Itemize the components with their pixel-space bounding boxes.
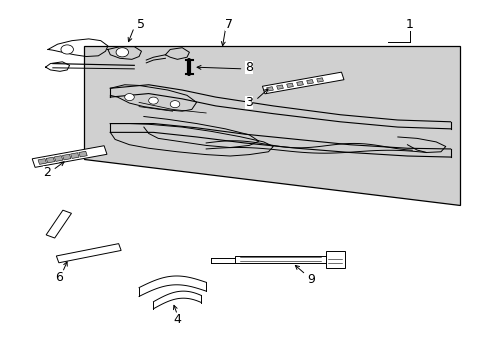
FancyBboxPatch shape: [325, 251, 345, 268]
Polygon shape: [32, 146, 107, 167]
Polygon shape: [306, 80, 313, 84]
Polygon shape: [46, 210, 71, 238]
Polygon shape: [316, 78, 323, 82]
Polygon shape: [46, 157, 55, 163]
Polygon shape: [38, 159, 46, 165]
Polygon shape: [296, 81, 303, 86]
Polygon shape: [266, 87, 273, 91]
Text: 5: 5: [136, 18, 144, 31]
Text: 9: 9: [307, 273, 315, 286]
FancyBboxPatch shape: [234, 256, 330, 262]
Circle shape: [124, 94, 134, 101]
Polygon shape: [70, 153, 79, 158]
Text: 2: 2: [43, 166, 51, 179]
Circle shape: [116, 48, 128, 57]
Polygon shape: [79, 151, 87, 157]
Polygon shape: [56, 244, 121, 263]
Polygon shape: [286, 83, 293, 87]
Text: 1: 1: [405, 18, 413, 31]
Text: 7: 7: [224, 18, 233, 31]
Text: 3: 3: [245, 96, 253, 109]
Polygon shape: [54, 156, 62, 161]
Polygon shape: [276, 85, 283, 89]
Text: 6: 6: [55, 270, 62, 284]
Polygon shape: [84, 46, 459, 205]
Polygon shape: [62, 154, 71, 160]
Circle shape: [148, 97, 158, 104]
Polygon shape: [262, 72, 343, 94]
Text: 8: 8: [245, 61, 253, 74]
Circle shape: [170, 101, 180, 108]
Circle shape: [61, 45, 73, 54]
Text: 4: 4: [173, 313, 181, 326]
